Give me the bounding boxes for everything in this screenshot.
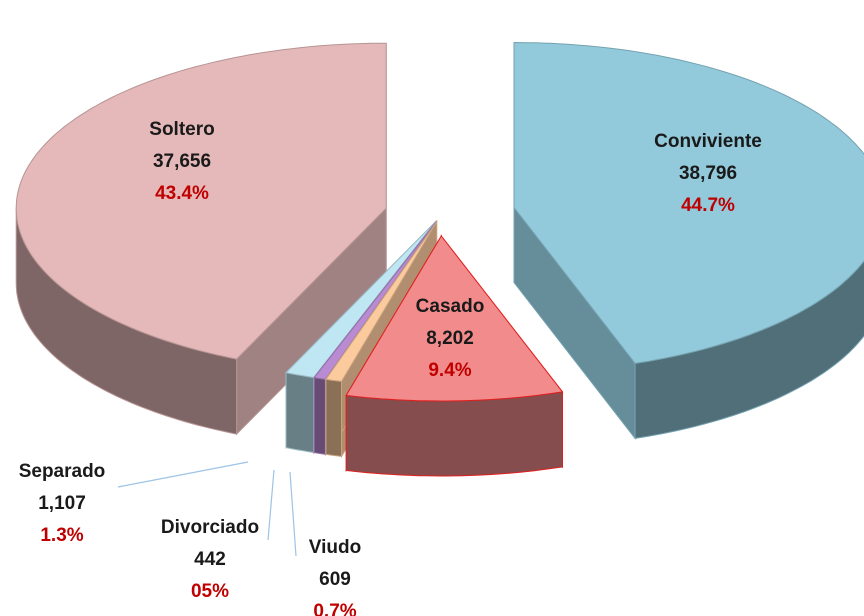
- category-label: Casado: [416, 296, 485, 317]
- percentage-label: 0.7%: [313, 601, 356, 616]
- slice-wall: [325, 378, 342, 457]
- slice-top: [284, 221, 436, 379]
- percentage-label: 44.7%: [681, 195, 735, 216]
- slice-top: [345, 235, 564, 402]
- leader-line: [117, 461, 249, 488]
- leader-lines: [117, 461, 297, 557]
- value-label: 38,796: [679, 163, 737, 184]
- value-label: 8,202: [426, 328, 474, 349]
- value-label: 1,107: [38, 493, 86, 514]
- percentage-label: 9.4%: [428, 360, 471, 381]
- slice-top: [513, 41, 864, 364]
- value-label: 442: [194, 549, 226, 570]
- category-label: Conviviente: [654, 131, 762, 152]
- slice: [15, 42, 387, 436]
- leader-line: [267, 469, 275, 541]
- category-label: Divorciado: [161, 517, 259, 538]
- percentage-label: 43.4%: [155, 183, 209, 204]
- leader-line: [289, 471, 297, 557]
- percentage-label: 05%: [191, 581, 229, 602]
- slice-top: [15, 42, 387, 360]
- category-label: Separado: [19, 461, 106, 482]
- category-label: Viudo: [309, 537, 361, 558]
- percentage-label: 1.3%: [40, 525, 83, 546]
- slice: [513, 41, 864, 440]
- value-label: 609: [319, 569, 351, 590]
- pie: [15, 41, 864, 477]
- labels: Conviviente 38,796 44.7% Casado 8,202 9.4% Viu…: [19, 119, 762, 616]
- slice-wall: [285, 371, 315, 454]
- slice-wall: [313, 377, 326, 455]
- slice-wall: [345, 391, 563, 477]
- value-label: 37,656: [153, 151, 211, 172]
- slice-top: [325, 221, 438, 382]
- slice: [345, 234, 564, 477]
- category-label: Soltero: [149, 119, 214, 140]
